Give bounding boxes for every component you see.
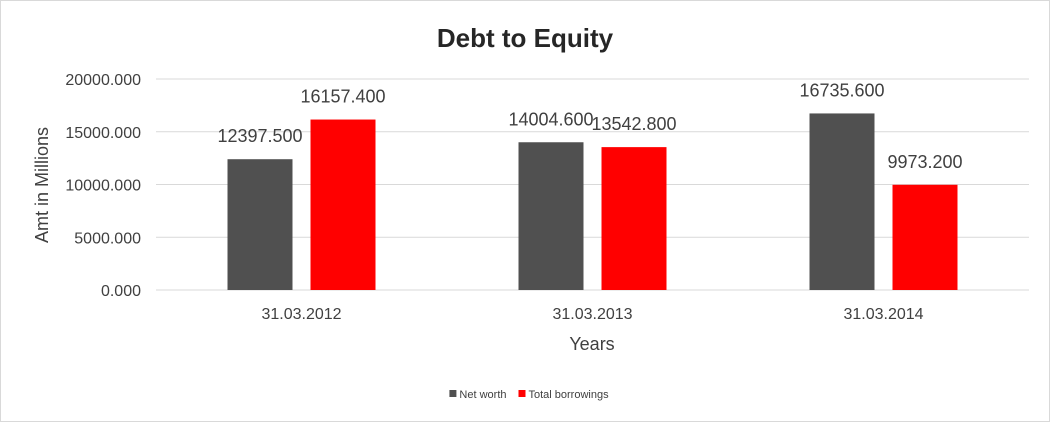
- legend: Net worth Total borrowings: [449, 389, 609, 401]
- bar-total-borrowings: [601, 147, 667, 290]
- y-tick-label: 5000.000: [74, 230, 141, 247]
- data-label: 13542.800: [591, 114, 676, 134]
- y-tick-label: 20000.000: [65, 72, 141, 89]
- legend-label: Total borrowings: [528, 389, 609, 401]
- data-label: 12397.500: [217, 126, 302, 146]
- bars: [227, 113, 958, 290]
- data-label: 14004.600: [508, 109, 593, 129]
- data-label: 16157.400: [300, 87, 385, 107]
- bar-total-borrowings: [310, 119, 376, 290]
- bar-net-worth: [518, 142, 584, 290]
- y-axis-title: Amt in Millions: [32, 127, 52, 243]
- y-tick-label: 10000.000: [65, 178, 141, 195]
- bar-net-worth: [809, 113, 875, 290]
- y-axis-ticks: 0.000 5000.000 10000.000 15000.000 20000.000: [65, 72, 141, 300]
- bar-net-worth: [227, 159, 293, 290]
- legend-item: Net worth: [449, 389, 506, 401]
- legend-swatch: [518, 390, 526, 397]
- x-tick-label: 31.03.2013: [552, 306, 632, 323]
- chart-title: Debt to Equity: [437, 23, 614, 53]
- x-axis-title: Years: [569, 334, 614, 354]
- data-label: 9973.200: [887, 152, 962, 172]
- x-tick-label: 31.03.2014: [843, 306, 923, 323]
- data-label: 16735.600: [799, 80, 884, 100]
- bar-total-borrowings: [892, 184, 958, 290]
- legend-item: Total borrowings: [518, 389, 609, 401]
- y-tick-label: 15000.000: [65, 125, 141, 142]
- gridlines: [156, 78, 1029, 291]
- x-tick-label: 31.03.2012: [261, 306, 341, 323]
- y-tick-label: 0.000: [101, 283, 141, 300]
- legend-swatch: [449, 390, 457, 397]
- legend-label: Net worth: [459, 389, 506, 401]
- x-axis-ticks: 31.03.2012 31.03.2013 31.03.2014: [261, 306, 923, 323]
